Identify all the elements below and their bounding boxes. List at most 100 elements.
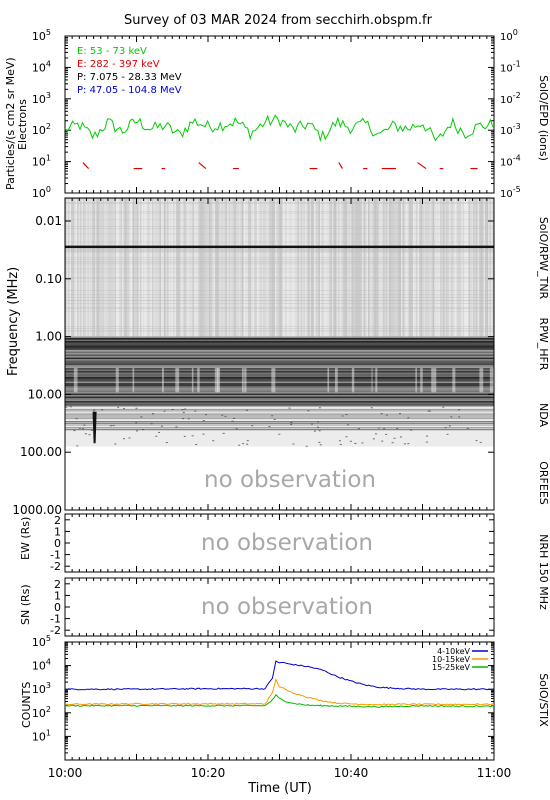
tnr-column xyxy=(96,198,98,337)
tnr-column xyxy=(89,198,91,337)
tnr-column xyxy=(159,198,161,337)
tnr-column xyxy=(381,198,383,337)
x-tick-label: 10:00 xyxy=(48,766,83,780)
tnr-column xyxy=(188,198,190,337)
tnr-column xyxy=(426,198,428,337)
nda-speck xyxy=(290,423,293,425)
tnr-column xyxy=(317,198,319,337)
tnr-column xyxy=(72,198,74,337)
nda-speck xyxy=(135,422,138,424)
tnr-column xyxy=(228,198,230,337)
nda-speck xyxy=(425,435,428,437)
nda-speck xyxy=(83,424,86,426)
tnr-column xyxy=(164,198,166,337)
hfr-row xyxy=(65,368,494,370)
tnr-column xyxy=(183,198,185,337)
tnr-column xyxy=(279,198,281,337)
nda-speck xyxy=(242,443,245,445)
tnr-column xyxy=(224,198,226,337)
electron-282-397kev-segment xyxy=(417,162,427,170)
nda-speck xyxy=(318,430,321,432)
sn-y-label: SN (Rs) xyxy=(19,584,32,625)
nda-speck xyxy=(338,440,341,442)
hfr-row xyxy=(65,350,494,352)
right-panel-label: RPW_HFR xyxy=(537,318,550,371)
tnr-column xyxy=(377,198,379,337)
nda-speck xyxy=(292,443,295,445)
nda-speck xyxy=(246,443,249,445)
tnr-column xyxy=(339,198,341,337)
tnr-column xyxy=(198,198,200,337)
tnr-column xyxy=(417,198,419,337)
hfr-row xyxy=(65,383,494,385)
hfr-row xyxy=(65,386,494,388)
nda-speck xyxy=(377,427,380,429)
tnr-column xyxy=(231,198,233,337)
y-tick-label: 0 xyxy=(54,601,61,614)
nda-speck xyxy=(310,423,313,425)
tnr-column xyxy=(206,198,208,337)
nda-speck xyxy=(466,427,469,429)
tnr-column xyxy=(284,198,286,337)
tnr-column xyxy=(222,198,224,337)
nda-speck xyxy=(407,417,410,419)
nda-speck xyxy=(69,406,72,408)
hfr-gap xyxy=(452,367,456,393)
y-tick-label: 10-1 xyxy=(500,59,521,74)
nda-speck xyxy=(381,440,384,442)
hfr-gap xyxy=(271,367,276,393)
tnr-column xyxy=(462,198,464,337)
hfr-row xyxy=(65,357,494,360)
tnr-column xyxy=(249,198,251,337)
tnr-column xyxy=(447,198,449,337)
nda-speck xyxy=(84,433,87,435)
stix-frame xyxy=(64,641,495,761)
tnr-column xyxy=(221,198,223,337)
tnr-column xyxy=(83,198,85,337)
right-panel-label: NDA xyxy=(537,403,550,428)
hfr-row xyxy=(65,348,494,351)
hfr-row xyxy=(65,401,494,403)
nda-speck xyxy=(317,421,320,423)
nda-speck xyxy=(212,440,215,442)
tnr-column xyxy=(351,198,353,337)
tnr-column xyxy=(312,198,314,337)
epd-y-tick-labels: 100 101 102 103 104 105 xyxy=(32,28,494,200)
tnr-column xyxy=(422,198,424,337)
tnr-column xyxy=(294,198,296,337)
stix-legend-label: 10-15keV xyxy=(432,655,471,664)
tnr-column xyxy=(150,198,152,337)
tnr-column xyxy=(273,198,275,337)
nda-speck xyxy=(171,409,174,411)
tnr-column xyxy=(182,198,184,337)
nda-speck xyxy=(112,425,115,427)
stix-legend-label: 15-25keV xyxy=(432,663,471,672)
tnr-column xyxy=(113,198,115,337)
tnr-column xyxy=(203,198,205,337)
right-panel-label: SolO/EPD (ions) xyxy=(537,75,550,161)
tnr-column xyxy=(330,198,332,337)
hfr-row xyxy=(65,341,494,343)
y-tick-label: 10.00 xyxy=(28,387,62,401)
tnr-column xyxy=(132,198,134,337)
tnr-column xyxy=(242,198,244,337)
y-tick-label: -2 xyxy=(50,624,61,637)
epd-legend-entry: E: 53 - 73 keV xyxy=(77,46,147,57)
tnr-column xyxy=(114,198,116,337)
tnr-column xyxy=(237,198,239,337)
hfr-row xyxy=(65,359,494,361)
right-panel-labels: SolO/EPD (ions) SolO/RPW_TNR RPW_HFR NDA ORF… xyxy=(537,75,550,727)
tnr-column xyxy=(440,198,442,337)
tnr-column xyxy=(209,198,211,337)
stix-y-label: COUNTS xyxy=(20,682,33,728)
tnr-column xyxy=(444,198,446,337)
x-tick-label: 11:00 xyxy=(477,766,512,780)
tnr-column xyxy=(248,198,250,337)
tnr-column xyxy=(371,198,373,337)
tnr-column xyxy=(326,198,328,337)
epd-legend-entry: P: 7.075 - 28.33 MeV xyxy=(77,72,182,83)
tnr-column xyxy=(408,198,410,337)
nda-speck xyxy=(245,409,248,411)
nda-speck xyxy=(345,414,348,416)
tnr-column xyxy=(117,198,119,337)
